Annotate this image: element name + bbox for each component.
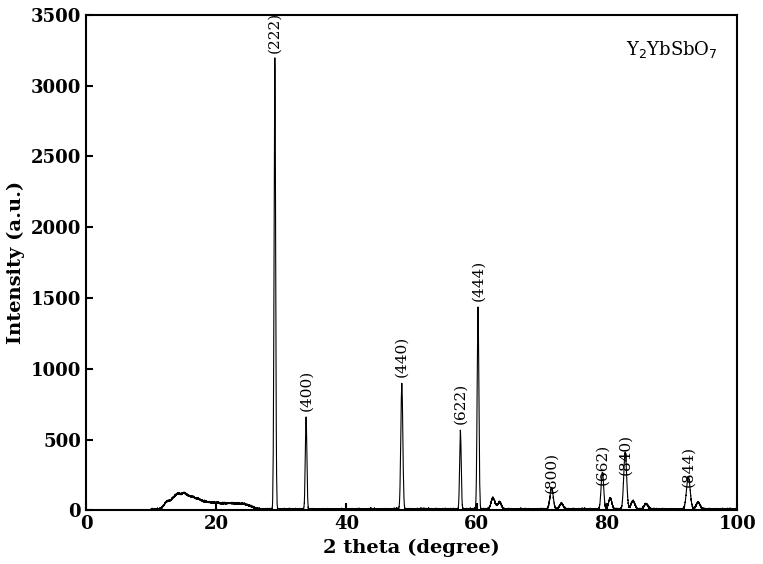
Text: Y$_2$YbSbO$_7$: Y$_2$YbSbO$_7$ [626,39,718,60]
Text: (844): (844) [681,446,695,487]
Text: (444): (444) [471,259,485,301]
Text: (662): (662) [595,444,610,485]
Text: (800): (800) [545,452,559,493]
Text: (840): (840) [618,434,633,475]
Text: (440): (440) [394,336,409,377]
Text: (400): (400) [299,370,313,411]
Text: (622): (622) [453,383,468,424]
Text: (222): (222) [268,12,282,53]
X-axis label: 2 theta (degree): 2 theta (degree) [324,539,500,557]
Y-axis label: Intensity (a.u.): Intensity (a.u.) [7,181,25,344]
